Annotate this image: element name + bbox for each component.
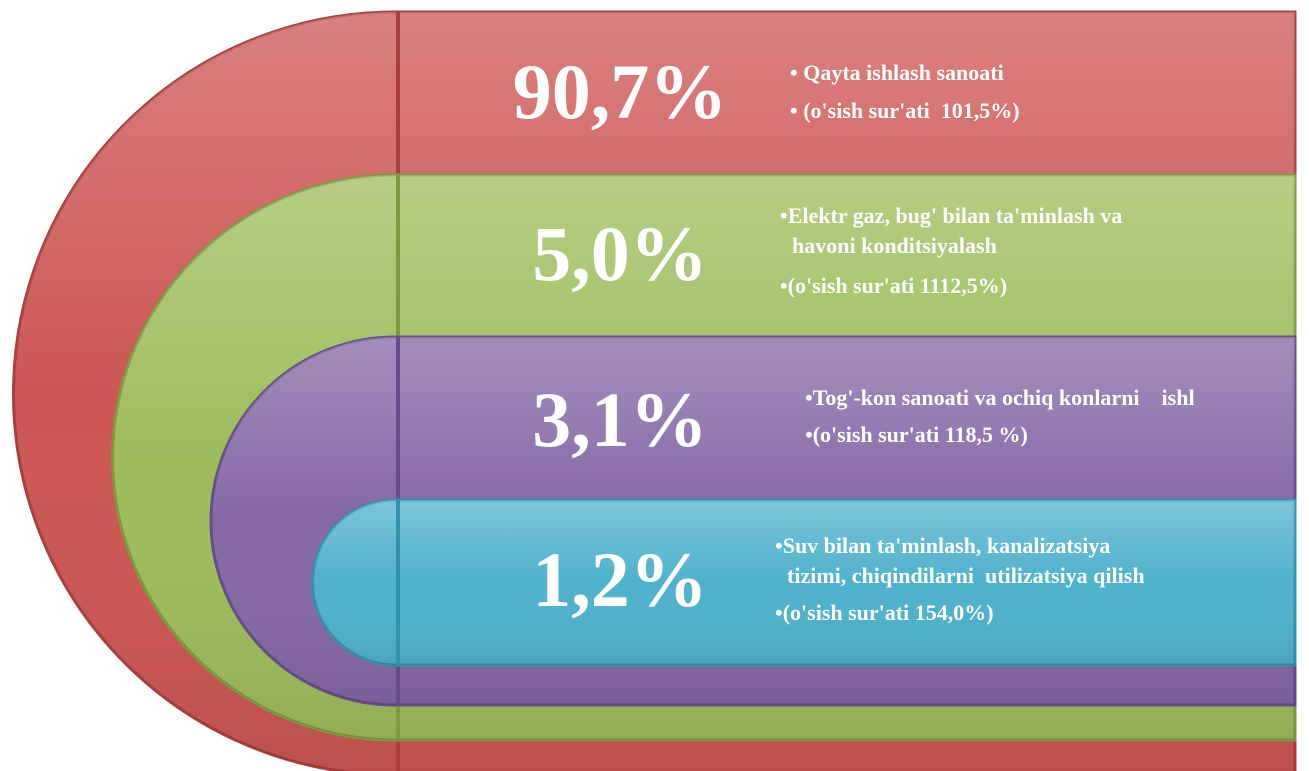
texts: 90,7% • Qayta ishlash sanoati • (o'sish su…: [513, 48, 1195, 625]
band-gloss: [312, 500, 1295, 665]
bullet-line: • Qayta ishlash sanoati: [790, 60, 1004, 85]
bullet-line: tizimi, chiqindilarni utilizatsiya qilis…: [787, 563, 1145, 588]
shapes: [12, 10, 1297, 771]
bullet-line: • (o'sish sur'ati 101,5%): [790, 98, 1020, 123]
bullet-line: •(o'sish sur'ati 118,5 %): [805, 422, 1028, 447]
bullet-line: •(o'sish sur'ati 1112,5%): [780, 273, 1007, 298]
percent: 90,7%: [513, 48, 728, 135]
bullet-line: •(o'sish sur'ati 154,0%): [775, 600, 994, 625]
bullet-line: •Elektr gaz, bug' bilan ta'minlash va: [780, 203, 1122, 228]
bullet-line: havoni konditsiyalash: [792, 233, 997, 258]
percent: 1,2%: [532, 536, 708, 623]
bullet-line: •Suv bilan ta'minlash, kanalizatsiya: [775, 533, 1110, 558]
percent: 5,0%: [532, 210, 708, 297]
bullet-line: •Tog'-kon sanoati va ochiq konlarni ishl: [805, 385, 1195, 410]
percent: 3,1%: [532, 376, 708, 463]
